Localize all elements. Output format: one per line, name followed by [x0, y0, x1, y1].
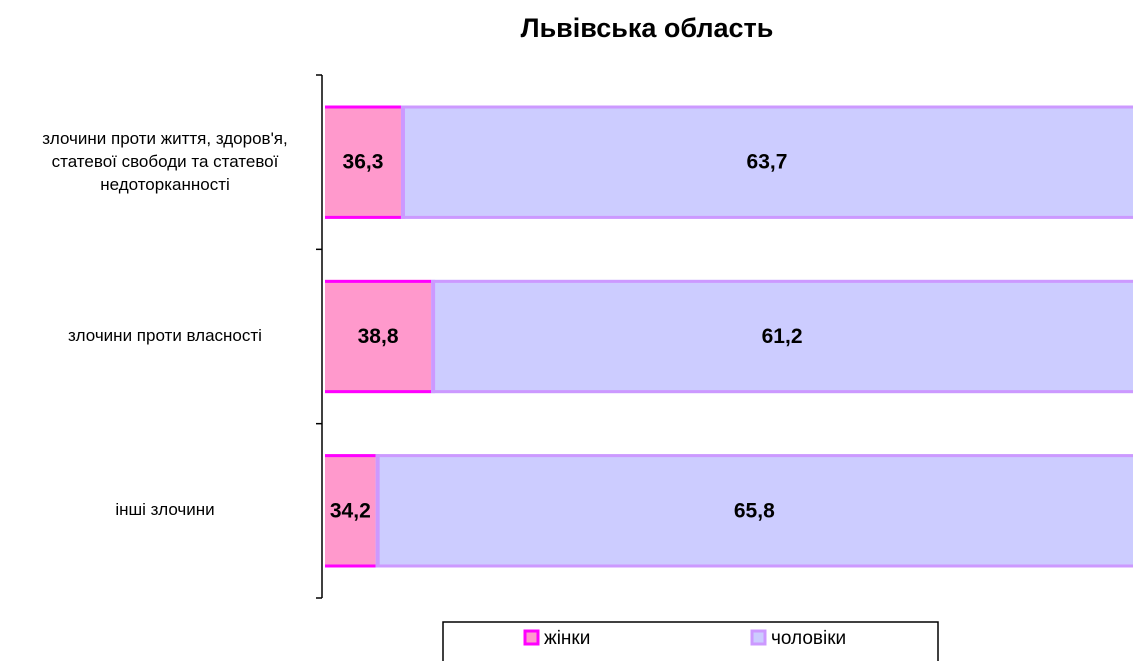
category-label-text: інші злочини: [115, 500, 215, 520]
data-label: 38,8: [358, 325, 399, 348]
data-label: 65,8: [734, 499, 775, 522]
chart-title: Львівська область: [521, 13, 774, 43]
category-label: злочини проти власності: [68, 326, 262, 346]
category-label-text: злочини проти життя, здоров'я, статевої …: [42, 128, 288, 194]
category-label: інші злочини: [115, 500, 215, 520]
legend-label: жінки: [544, 628, 590, 649]
legend-swatch: [750, 629, 767, 646]
data-label: 63,7: [747, 151, 788, 174]
legend: [442, 621, 939, 666]
category-label-text: злочини проти власності: [68, 326, 262, 346]
legend-swatch: [523, 629, 540, 646]
data-label: 61,2: [762, 325, 803, 348]
category-label: злочини проти життя, здоров'я, статевої …: [42, 128, 288, 194]
plot-area: [325, 105, 1133, 568]
bar-segment: [431, 279, 1133, 394]
bar-segment: [325, 454, 376, 568]
legend-label: чоловіки: [771, 628, 846, 649]
bar-segment: [325, 105, 401, 219]
bar-segment: [325, 279, 432, 394]
data-label: 36,3: [343, 151, 384, 174]
bar-segment: [375, 454, 1133, 568]
data-label: 34,2: [330, 499, 371, 522]
bar-segment: [400, 105, 1133, 219]
